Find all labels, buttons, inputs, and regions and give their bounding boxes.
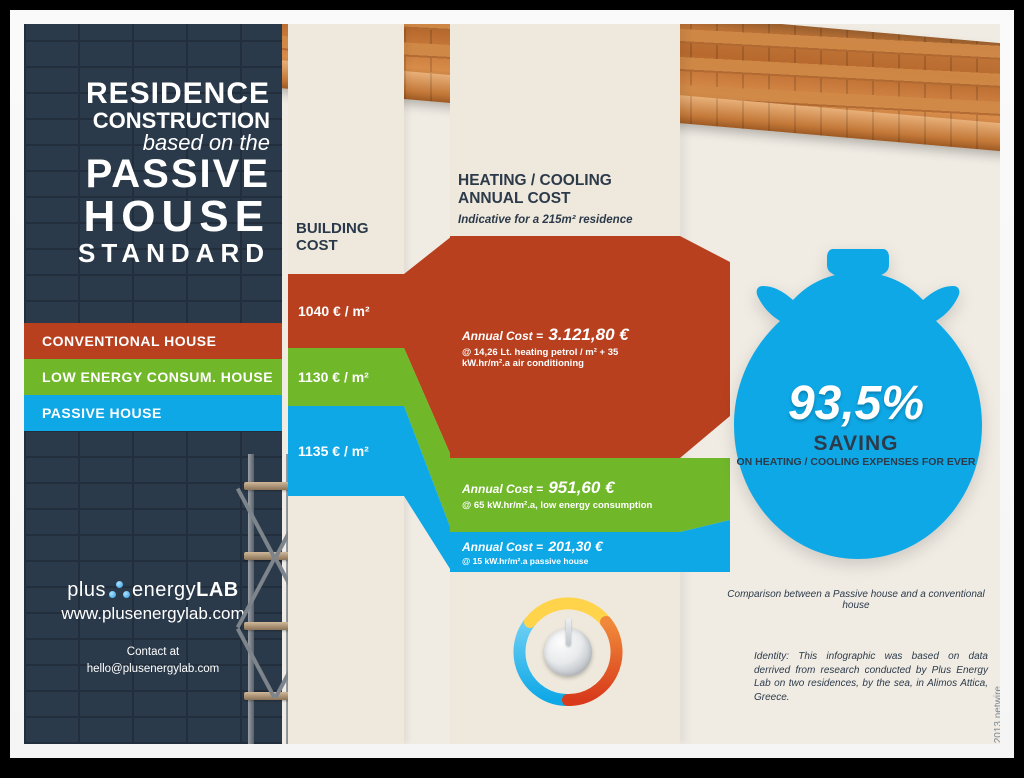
legend-passive: PASSIVE HOUSE: [24, 395, 282, 431]
brand-dots-icon: [109, 581, 129, 601]
connector-passive: [404, 406, 452, 572]
ac-conv-amount: 3.121,80 €: [548, 325, 628, 344]
legend-conventional-label: CONVENTIONAL HOUSE: [42, 333, 216, 349]
thermostat-knob-icon: [544, 628, 592, 676]
ac-prefix3: Annual Cost =: [462, 540, 546, 554]
building-cost-conventional: 1040 € / m²: [288, 274, 404, 348]
annual-cost-subtitle: Indicative for a 215m² residence: [458, 214, 672, 226]
annual-cost-passive: Annual Cost = 201,30 € @ 15 kW.hr/m².a p…: [450, 532, 680, 572]
ac-pass-amount: 201,30 €: [548, 538, 603, 554]
title-line-5: HOUSE: [38, 195, 270, 240]
ac-conv-note: @ 14,26 Lt. heating petrol / m² + 35 kW.…: [462, 347, 668, 370]
outer-frame: RESIDENCE CONSTRUCTION based on the PASS…: [10, 10, 1014, 758]
title-line-2: CONSTRUCTION: [38, 110, 270, 132]
building-cost-passive: 1135 € / m²: [288, 406, 404, 496]
annual-cost-title: HEATING / COOLING ANNUAL COST: [458, 172, 672, 208]
savings-compare-note: Comparison between a Passive house and a…: [724, 589, 988, 611]
contact-label: Contact at: [127, 646, 179, 658]
savings-subtext: ON HEATING / COOLING EXPENSES FOR EVER: [724, 456, 988, 470]
savings-percent: 93,5%: [724, 376, 988, 431]
right-connector-passive: [680, 520, 730, 580]
title-line-6: STANDARD: [38, 240, 270, 267]
title-line-1: RESIDENCE: [38, 79, 270, 110]
title-line-4: PASSIVE: [38, 154, 270, 195]
annual-cost-conventional: Annual Cost = 3.121,80 € @ 14,26 Lt. hea…: [450, 236, 680, 458]
building-cost-low-energy: 1130 € / m²: [288, 348, 404, 406]
legend-low-label: LOW ENERGY CONSUM. HOUSE: [42, 369, 273, 385]
bc-pass-value: 1135 € / m²: [298, 443, 369, 459]
contact-email: hello@plusenergylab.com: [87, 663, 220, 675]
ac-pass-note: @ 15 kW.hr/m².a passive house: [462, 556, 668, 566]
annual-cost-low-energy: Annual Cost = 951,60 € @ 65 kW.hr/m².a, …: [450, 458, 680, 532]
savings-label: SAVING: [724, 432, 988, 456]
copyright: @ 2013 netwire: [993, 686, 1000, 744]
ac-prefix2: Annual Cost =: [462, 482, 546, 496]
bc-low-value: 1130 € / m²: [298, 369, 369, 385]
legend-conventional: CONVENTIONAL HOUSE: [24, 323, 282, 359]
brand-mid: energy: [132, 579, 196, 601]
ac-prefix: Annual Cost =: [462, 329, 546, 343]
brand-url: www.plusenergylab.com: [46, 604, 260, 624]
thermostat-gauge-icon: [512, 596, 624, 708]
savings-panel: 93,5% SAVING ON HEATING / COOLING EXPENS…: [724, 24, 1000, 744]
brand-prefix: plus: [67, 579, 106, 601]
brand-contact: Contact at hello@plusenergylab.com: [46, 644, 260, 679]
brand-suffix: LAB: [196, 579, 239, 601]
title-line-3: based on the: [38, 132, 270, 154]
bc-conv-value: 1040 € / m²: [298, 303, 370, 319]
ac-pass-value: Annual Cost = 201,30 €: [462, 538, 668, 554]
ac-low-note: @ 65 kW.hr/m².a, low energy consumption: [462, 500, 668, 511]
building-cost-title: BUILDING COST: [296, 220, 396, 255]
main-title: RESIDENCE CONSTRUCTION based on the PASS…: [38, 79, 270, 267]
ac-conv-value: Annual Cost = 3.121,80 €: [462, 325, 668, 345]
brand-logo: plus energyLAB: [46, 579, 260, 602]
identity-text: Identity: This infographic was based on …: [754, 650, 988, 704]
building-cost-column: BUILDING COST 1040 € / m² 1130 € / m² 11…: [288, 24, 404, 744]
canvas: RESIDENCE CONSTRUCTION based on the PASS…: [24, 24, 1000, 744]
brand-block: plus energyLAB www.plusenergylab.com Cont…: [46, 579, 260, 679]
legend-low-energy: LOW ENERGY CONSUM. HOUSE: [24, 359, 282, 395]
ac-low-amount: 951,60 €: [548, 478, 614, 497]
legend-passive-label: PASSIVE HOUSE: [42, 405, 162, 421]
ac-low-value: Annual Cost = 951,60 €: [462, 478, 668, 498]
